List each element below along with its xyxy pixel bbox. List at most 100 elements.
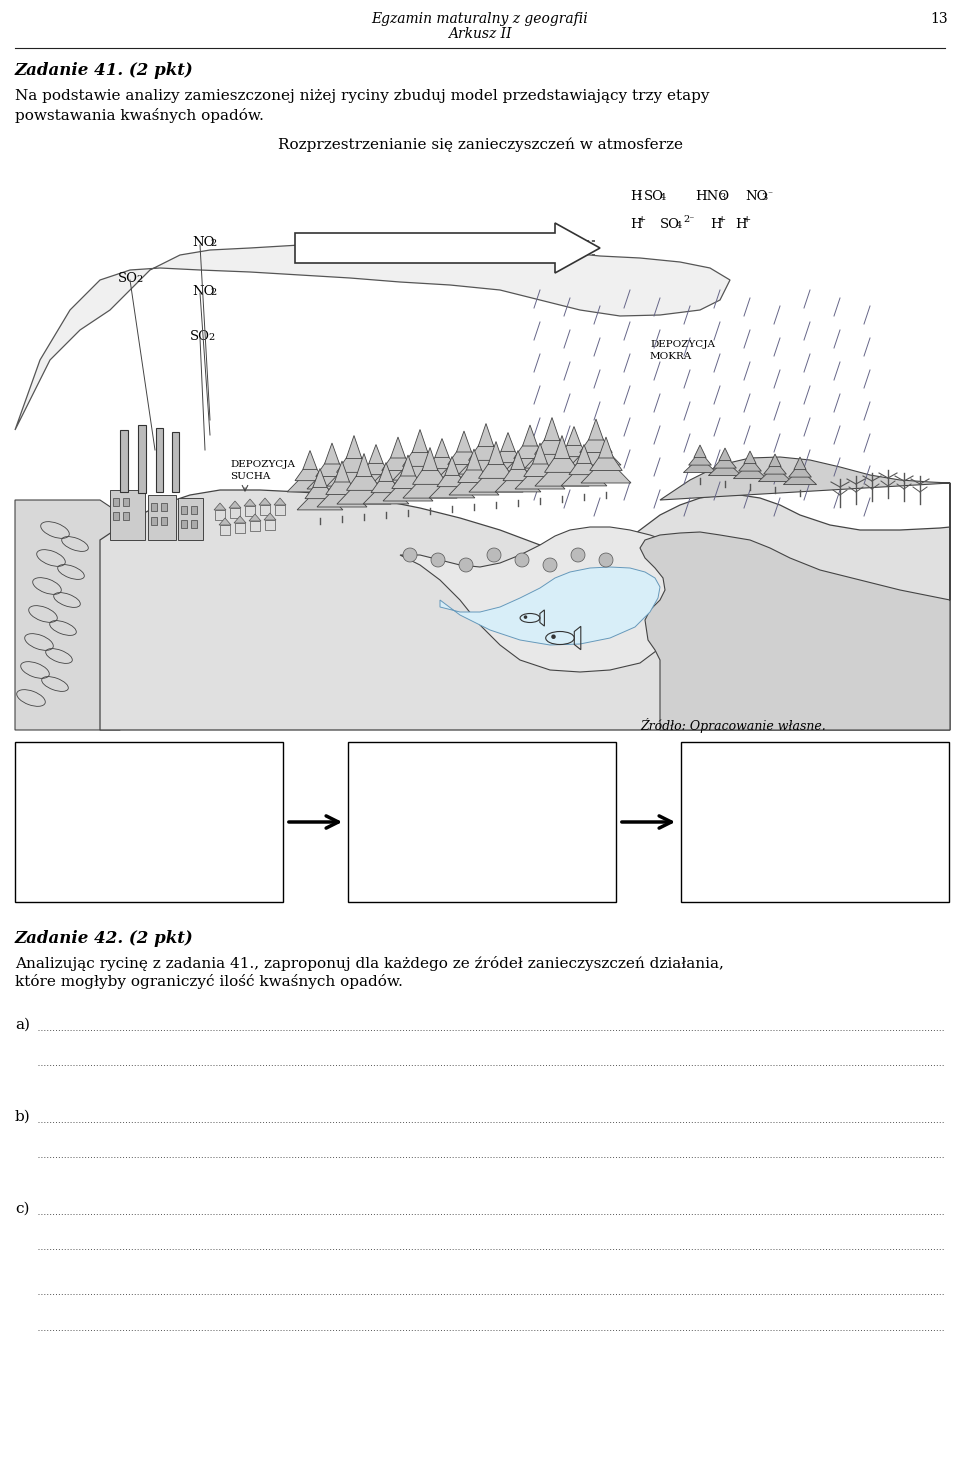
Polygon shape: [467, 449, 482, 469]
Text: 3: 3: [719, 193, 725, 202]
Bar: [113, 499, 119, 506]
Polygon shape: [371, 472, 401, 493]
Polygon shape: [694, 444, 707, 458]
Polygon shape: [353, 462, 399, 485]
Polygon shape: [316, 453, 348, 477]
Polygon shape: [535, 458, 589, 485]
Polygon shape: [439, 450, 489, 477]
Polygon shape: [640, 458, 950, 730]
Polygon shape: [738, 458, 761, 471]
Polygon shape: [783, 469, 817, 484]
Polygon shape: [264, 513, 276, 520]
Polygon shape: [392, 465, 424, 488]
Bar: [191, 520, 197, 528]
Text: DEPOZYCJA: DEPOZYCJA: [230, 461, 295, 469]
Text: Źródło: Opracowanie własne.: Źródło: Opracowanie własne.: [640, 718, 826, 732]
Text: Rozprzestrzenianie się zanieczyszczeń w atmosferze: Rozprzestrzenianie się zanieczyszczeń w …: [277, 137, 683, 152]
Polygon shape: [307, 463, 357, 488]
Polygon shape: [488, 442, 504, 465]
Polygon shape: [393, 452, 447, 480]
Circle shape: [552, 635, 555, 639]
Polygon shape: [485, 450, 531, 474]
Bar: [220, 525, 230, 535]
Polygon shape: [412, 430, 428, 453]
Text: Etap pierwszy:: Etap pierwszy:: [21, 749, 135, 763]
Polygon shape: [684, 458, 716, 472]
Bar: [181, 506, 187, 515]
Text: H: H: [630, 190, 641, 203]
Polygon shape: [468, 434, 503, 461]
Polygon shape: [259, 499, 271, 504]
Polygon shape: [429, 475, 475, 499]
Polygon shape: [544, 418, 560, 440]
Polygon shape: [324, 443, 340, 463]
Polygon shape: [391, 437, 405, 458]
Polygon shape: [422, 447, 438, 471]
Text: SUCHA: SUCHA: [230, 472, 271, 481]
Polygon shape: [478, 424, 493, 446]
Circle shape: [459, 558, 473, 572]
Text: DEPOZYCJA: DEPOZYCJA: [650, 341, 715, 349]
Bar: [215, 510, 225, 520]
Text: SO: SO: [118, 272, 138, 285]
Text: Zadanie 42. (2 pkt): Zadanie 42. (2 pkt): [15, 930, 194, 947]
Polygon shape: [337, 475, 391, 504]
Bar: [156, 428, 163, 493]
Text: H: H: [735, 218, 747, 231]
Text: PRZEMIANY: PRZEMIANY: [339, 238, 420, 251]
Polygon shape: [495, 468, 540, 491]
Polygon shape: [402, 440, 438, 466]
Polygon shape: [347, 465, 381, 490]
Polygon shape: [551, 444, 597, 468]
Polygon shape: [382, 447, 415, 471]
FancyArrow shape: [295, 224, 600, 273]
Bar: [123, 512, 129, 520]
Text: Etap drugi:: Etap drugi:: [354, 749, 442, 763]
Polygon shape: [559, 436, 589, 456]
Polygon shape: [501, 433, 516, 452]
Text: 2: 2: [210, 238, 216, 249]
Circle shape: [487, 548, 501, 561]
Bar: [161, 503, 167, 512]
Circle shape: [524, 616, 527, 618]
Polygon shape: [447, 442, 480, 465]
Polygon shape: [287, 468, 333, 491]
Polygon shape: [789, 463, 811, 477]
Bar: [120, 430, 128, 493]
Polygon shape: [449, 469, 499, 496]
Polygon shape: [437, 465, 467, 487]
Text: 2: 2: [136, 275, 142, 284]
Text: które mogłyby ograniczyć ilość kwaśnych opadów.: które mogłyby ograniczyć ilość kwaśnych …: [15, 974, 403, 988]
Text: 2: 2: [208, 333, 214, 342]
Text: a): a): [15, 1018, 30, 1032]
Polygon shape: [719, 447, 732, 461]
Text: Etap trzeci:: Etap trzeci:: [687, 749, 777, 763]
Polygon shape: [581, 458, 631, 482]
Polygon shape: [733, 463, 767, 478]
Polygon shape: [249, 515, 261, 520]
Polygon shape: [763, 461, 786, 474]
Polygon shape: [744, 450, 756, 463]
Text: 13: 13: [930, 12, 948, 26]
Polygon shape: [708, 461, 741, 475]
Polygon shape: [580, 428, 612, 453]
Polygon shape: [356, 453, 372, 477]
Polygon shape: [444, 456, 459, 475]
Bar: [191, 506, 197, 515]
Polygon shape: [468, 463, 523, 493]
Bar: [148, 496, 176, 539]
Polygon shape: [713, 455, 736, 468]
Polygon shape: [457, 431, 471, 452]
Polygon shape: [554, 436, 570, 459]
Polygon shape: [214, 503, 226, 510]
Text: +: +: [743, 215, 752, 224]
Bar: [161, 518, 167, 525]
Bar: [151, 518, 157, 525]
Text: c): c): [15, 1202, 30, 1216]
Text: Na podstawie analizy zamieszczonej niżej ryciny zbuduj model przedstawiający trz: Na podstawie analizy zamieszczonej niżej…: [15, 89, 709, 102]
Polygon shape: [588, 420, 604, 440]
Text: SO: SO: [660, 218, 680, 231]
Bar: [123, 499, 129, 506]
Polygon shape: [302, 450, 317, 469]
Bar: [681, 743, 949, 902]
